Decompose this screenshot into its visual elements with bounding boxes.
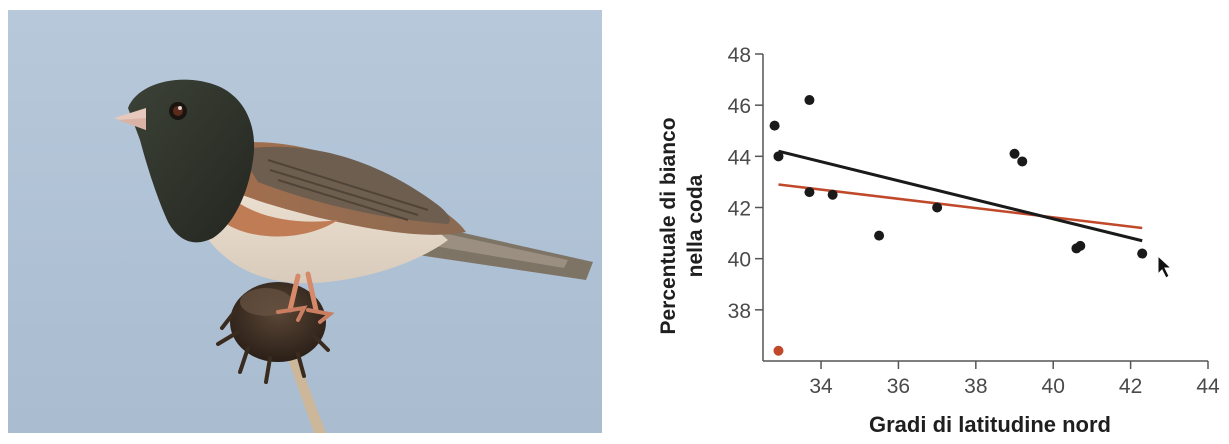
bird-photo (8, 10, 602, 433)
plant-stem (284, 345, 326, 433)
y-axis-title-line2: nella coda (684, 174, 707, 277)
data-point (1137, 248, 1148, 259)
tick-labels: 38 40 42 44 46 48 34 36 38 40 42 44 (728, 44, 1220, 398)
x-tick-label: 36 (887, 375, 910, 398)
y-tick-label: 42 (728, 198, 751, 221)
y-axis-title-line1: Percentuale di bianco (657, 117, 680, 334)
x-tick-label: 34 (809, 375, 833, 398)
x-tick-label: 40 (1042, 375, 1065, 398)
x-tick-label: 44 (1196, 375, 1220, 398)
data-point (804, 95, 815, 106)
bird-hood (128, 79, 255, 243)
scatter-chart: Percentuale di bianco nella coda Gradi d… (657, 44, 1220, 437)
data-point (769, 120, 780, 131)
bird-legs (287, 271, 319, 313)
x-tick-label: 42 (1119, 375, 1142, 398)
data-point (932, 202, 943, 213)
y-tick-label: 46 (728, 95, 751, 118)
axes (755, 53, 1209, 369)
data-point (874, 230, 885, 241)
seed-head (216, 282, 330, 384)
fit-line-red (778, 183, 1143, 230)
fit-line-black (778, 149, 1143, 243)
data-point (1017, 156, 1028, 167)
data-point (827, 189, 838, 200)
data-point (1075, 240, 1086, 251)
data-point (773, 151, 784, 162)
y-tick-label: 44 (728, 146, 752, 169)
y-tick-label: 40 (728, 249, 751, 272)
mouse-cursor-icon (1157, 254, 1173, 279)
data-point (1009, 148, 1020, 159)
outlier-point (773, 345, 784, 356)
x-tick-label: 38 (964, 375, 987, 398)
y-tick-label: 38 (728, 300, 751, 323)
y-tick-label: 48 (728, 44, 751, 67)
bird-wing (238, 146, 450, 224)
data-point (804, 187, 815, 198)
data-points (769, 95, 1148, 356)
fit-lines (778, 149, 1143, 243)
x-axis-title: Gradi di latitudine nord (869, 412, 1111, 437)
